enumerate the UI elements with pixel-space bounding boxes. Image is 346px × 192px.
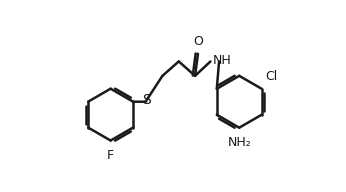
Text: NH₂: NH₂: [227, 136, 251, 149]
Text: S: S: [142, 93, 151, 107]
Text: NH: NH: [212, 54, 231, 67]
Text: Cl: Cl: [265, 70, 278, 83]
Text: O: O: [193, 35, 203, 48]
Text: F: F: [107, 149, 114, 162]
